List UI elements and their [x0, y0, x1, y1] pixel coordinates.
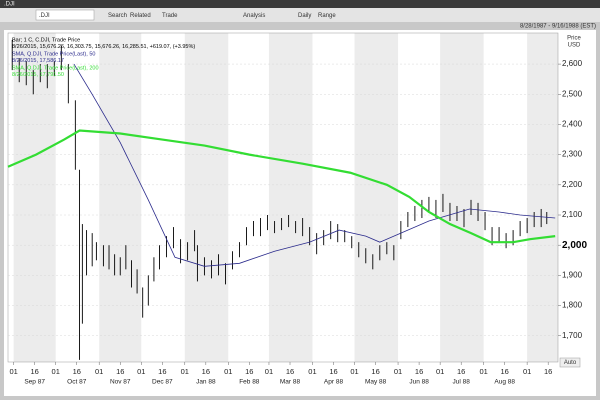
sma-line	[73, 63, 556, 267]
x-tick-label: 01	[52, 367, 60, 376]
x-tick-label: 16	[371, 367, 379, 376]
sma-line	[7, 129, 556, 244]
x-tick-label: 16	[544, 367, 552, 376]
y-tick-label: 2,400	[562, 120, 583, 129]
x-tick-label: 01	[181, 367, 189, 376]
plot-border	[7, 32, 559, 363]
month-band	[268, 33, 313, 362]
month-label: Jun 88	[409, 379, 429, 386]
legend-name: SMA, Q.DJI, Trade Price(Last), 50	[12, 51, 95, 57]
month-band	[527, 33, 558, 362]
x-tick-label: 01	[137, 367, 145, 376]
toolbar	[0, 8, 600, 22]
x-tick-label: 16	[245, 367, 253, 376]
x-tick-label: 16	[329, 367, 337, 376]
month-label: Sep 87	[24, 379, 45, 386]
y-axis-label: USD	[568, 43, 581, 49]
y-tick-label: 1,900	[562, 270, 583, 279]
x-tick-label: 01	[308, 367, 316, 376]
auto-label[interactable]: Auto	[564, 360, 577, 366]
month-band	[184, 33, 229, 362]
month-label: Mar 88	[280, 379, 301, 386]
month-band	[13, 33, 56, 362]
month-label: Feb 88	[239, 379, 260, 386]
toolbar-range[interactable]: Range	[318, 13, 336, 19]
x-tick-label: 01	[350, 367, 358, 376]
date-range: 8/28/1987 - 9/16/1988 (EST)	[520, 24, 596, 30]
y-tick-label: 2,200	[562, 180, 583, 189]
legend-detail: 8/26/2015, 17,791.50	[12, 72, 64, 78]
x-tick-label: 16	[116, 367, 124, 376]
month-band	[99, 33, 142, 362]
month-label: Apr 88	[324, 379, 344, 386]
toolbar-analysis[interactable]: Analysis	[243, 13, 265, 19]
month-label: Oct 87	[67, 379, 87, 386]
window-title: .DJI	[4, 2, 15, 8]
auto-button[interactable]	[559, 357, 581, 368]
x-tick-label: 16	[30, 367, 38, 376]
month-label: Jan 88	[196, 379, 216, 386]
toolbar-trade[interactable]: Trade	[162, 13, 178, 19]
x-tick-label: 16	[158, 367, 166, 376]
toolbar-interval[interactable]: Daily	[298, 13, 311, 19]
x-tick-label: 01	[479, 367, 487, 376]
ric[interactable]: .DJI	[39, 13, 50, 19]
x-tick-label: 01	[9, 367, 17, 376]
x-tick-label: 16	[73, 367, 81, 376]
x-tick-label: 01	[436, 367, 444, 376]
x-tick-label: 16	[286, 367, 294, 376]
plot-area: 1,700 1,800 1,900 2,000 2,100 2,200 2,300 2,400…	[7, 32, 587, 386]
legend-detail: 8/26/2015, 17,586.17	[12, 58, 64, 64]
x-tick-label: 01	[265, 367, 273, 376]
x-tick-label: 16	[457, 367, 465, 376]
y-tick-label: 2,500	[562, 89, 583, 98]
x-tick-label: 01	[224, 367, 232, 376]
legend-name: SMA, Q.DJI, Trade Price(Last), 200	[12, 65, 99, 71]
legend-detail: 8/26/2015, 15,676.26, 16,303.75, 15,676.…	[12, 44, 195, 50]
month-label: May 88	[365, 379, 387, 386]
y-tick-label: 1,800	[562, 301, 583, 310]
month-label: Jul 88	[453, 379, 471, 386]
x-tick-label: 01	[95, 367, 103, 376]
month-label: Nov 87	[110, 379, 131, 386]
month-band	[440, 33, 484, 362]
toolbar-related[interactable]: Related	[130, 13, 151, 19]
toolbar-search[interactable]: Search	[108, 13, 127, 19]
y-tick-label: 2,000	[562, 240, 587, 251]
y-tick-label: 2,100	[562, 210, 583, 219]
y-tick-label: 2,300	[562, 150, 583, 159]
x-tick-label: 16	[415, 367, 423, 376]
y-axis-label: Price	[567, 36, 581, 42]
x-tick-label: 01	[523, 367, 531, 376]
y-tick-label: 2,600	[562, 59, 583, 68]
x-tick-label: 01	[394, 367, 402, 376]
y-tick-label: 1,700	[562, 331, 583, 340]
legend-name: Bar; 1 C, C.DJI, Trade Price	[12, 37, 80, 43]
ric-box[interactable]	[35, 9, 95, 21]
x-tick-label: 16	[501, 367, 509, 376]
month-label: Aug 88	[494, 379, 515, 386]
month-band	[354, 33, 399, 362]
title-bar	[0, 0, 600, 8]
x-tick-label: 16	[202, 367, 210, 376]
month-label: Dec 87	[152, 379, 173, 386]
